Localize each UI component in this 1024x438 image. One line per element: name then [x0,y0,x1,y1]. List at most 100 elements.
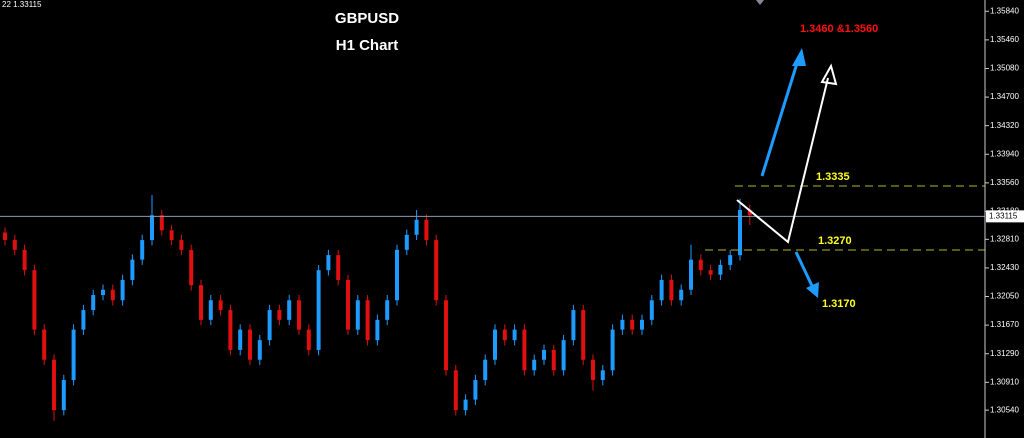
candle-body [120,279,125,301]
candle-body [512,329,517,341]
candle-body [728,255,733,265]
up-arrow [760,59,800,177]
candle-body [444,300,448,371]
y-tick-label: 1.30910 [990,377,1019,386]
candle-body [336,255,341,280]
candle-body [581,310,586,360]
candle-body [522,329,527,371]
y-tick-label: 1.31290 [990,349,1019,358]
candle-body [453,370,458,411]
candle-body [689,259,693,290]
candle-body [483,359,488,381]
candle-body [355,300,360,330]
candle-body [532,359,537,371]
y-tick-label: 1.32050 [990,292,1019,301]
candle-body [659,279,664,301]
candle-body [551,349,556,371]
candle-body [346,279,350,330]
candle-body [218,300,223,311]
candle-body [326,255,331,271]
alt-arrow [736,77,829,244]
candle-body [698,259,703,271]
candle-body [385,300,390,320]
candle-body [140,240,145,260]
candle-body [199,285,203,320]
candle-body [542,349,546,360]
down-arrow-head [806,282,819,298]
candle-body [110,289,115,301]
candle-body [42,329,47,360]
y-tick-label: 1.30540 [990,405,1019,414]
candle-body [81,310,86,330]
up-arrow-head [792,48,806,66]
candle-body [277,310,282,320]
y-tick-label: 1.34700 [990,92,1019,101]
candle-body [257,340,262,360]
candle-body [287,300,292,320]
candle-body [493,329,497,360]
candle-body [375,319,380,341]
candle-body [630,319,635,330]
candle-body [434,240,439,301]
candle-body [228,310,233,350]
candle-body [150,215,154,241]
candle-body [169,230,174,241]
candle-body [561,340,566,371]
candle-body [620,319,625,330]
y-tick-label: 1.31670 [990,320,1019,329]
candle-body [718,264,723,275]
candle-body [130,259,135,280]
current-price-box [986,210,1024,223]
arrows [736,0,838,298]
candle-body [32,270,37,330]
y-tick-label: 1.35460 [990,35,1019,44]
candle-body [747,209,752,216]
candle-body [267,310,272,341]
level-annotation: 1.3270 [818,235,852,247]
candle-body [404,234,409,250]
chart-title: GBPUSD [335,10,399,27]
marker [756,0,764,5]
candle-body [600,370,605,381]
candle-body [71,329,76,381]
chart-subtitle: H1 Chart [336,37,399,54]
y-tick-label: 1.35080 [990,64,1019,73]
candle-body [248,329,252,360]
candle-body [238,329,243,350]
candle-body [473,380,478,400]
candle-body [208,300,213,320]
candle-body [669,279,674,301]
candle-body [189,249,194,286]
candle-body [738,209,742,256]
candle-body [610,329,615,371]
candle-body [395,249,399,301]
candle-body [591,359,595,381]
candle-body [179,240,184,250]
candle-body [649,300,654,320]
alt-arrow-head [820,63,838,86]
y-tick-label: 1.33560 [990,178,1019,187]
y-axis: 1.35840 1.35460 1.35080 1.34700 1.34320 1.339… [985,6,1024,414]
y-tick-label: 1.35840 [990,6,1019,15]
candle-body [91,295,96,311]
candle-body [3,232,7,241]
candle-body [101,289,105,296]
down-arrow [794,251,815,289]
candle-body [365,300,370,341]
candle-body [571,310,576,341]
target-annotation: 1.3460 &1.3560 [800,23,878,35]
candle-body [463,399,468,411]
y-tick-label: 1.33940 [990,149,1019,158]
candle-body [316,270,321,350]
candle-body [297,300,301,330]
candle-body [52,359,56,411]
top-left-label: 22 1.33115 [2,0,42,9]
y-tick-label: 1.34320 [990,121,1019,130]
candle-body [12,240,17,250]
candle-body [640,319,644,330]
candle-body [22,249,27,271]
level-annotation: 1.3335 [816,171,850,183]
plot-area [0,194,985,421]
candle-body [414,219,419,235]
